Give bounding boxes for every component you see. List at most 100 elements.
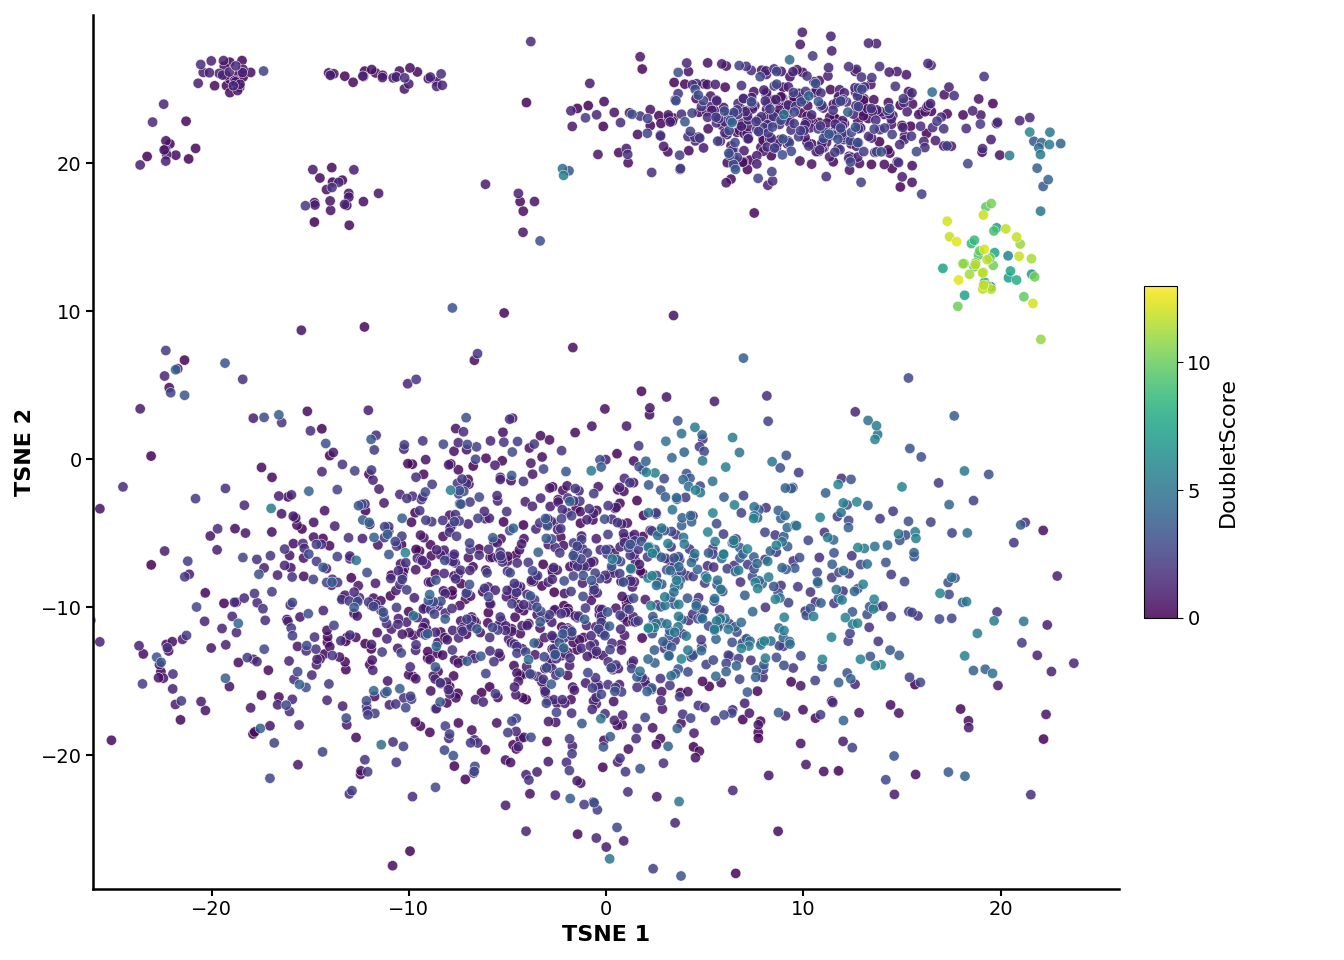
Point [777,104,798,119]
Point [828,564,849,580]
Point [535,661,556,677]
Point [298,546,320,562]
Point [445,690,466,706]
Point [680,124,702,139]
Point [723,156,745,172]
Point [355,636,376,652]
Point [484,534,505,549]
Point [452,624,473,639]
Point [638,539,660,554]
Point [457,550,478,565]
Point [515,494,536,510]
Point [766,650,788,665]
Point [833,85,855,101]
Point [938,497,960,513]
Point [439,686,461,702]
Point [558,605,579,620]
Point [399,688,421,704]
Point [758,111,780,127]
Point [527,607,548,622]
Point [538,537,559,552]
Point [806,83,828,98]
Point [530,614,551,630]
Point [753,132,774,148]
Point [737,162,758,178]
Point [788,579,809,594]
Point [620,475,641,491]
Point [980,132,1001,147]
Point [398,76,419,91]
Point [973,242,995,257]
Point [544,602,566,617]
Point [605,658,626,673]
Point [724,135,746,151]
Point [396,491,418,506]
Point [770,511,792,526]
Point [343,162,364,178]
Point [450,613,472,629]
Point [226,625,247,640]
Point [616,141,637,156]
Point [564,551,586,566]
Point [211,621,233,636]
Point [566,773,587,788]
Point [406,610,427,625]
Y-axis label: TSNE 2: TSNE 2 [15,408,35,495]
Point [829,93,851,108]
Point [571,575,593,590]
Point [749,573,770,588]
Point [1030,332,1051,348]
Point [853,91,875,107]
Point [755,651,777,666]
Point [430,675,452,690]
Point [699,679,720,694]
Point [871,105,892,120]
Point [489,544,511,560]
Point [286,517,308,533]
Point [761,148,782,163]
Point [482,530,504,545]
Point [605,501,626,516]
Point [660,589,681,605]
Point [336,710,358,726]
Point [753,661,774,677]
Point [980,251,1001,266]
Point [734,696,755,711]
Point [379,588,401,604]
Point [637,110,659,126]
Point [750,69,771,84]
Point [929,612,950,627]
Point [848,135,870,151]
Point [812,135,833,151]
Point [857,110,879,126]
Point [585,565,606,581]
Point [405,505,426,520]
Point [520,572,542,588]
Point [366,427,387,443]
Point [714,546,735,562]
Point [788,85,809,101]
Point [306,652,328,667]
Point [456,410,477,425]
Point [512,473,534,489]
Point [825,582,847,597]
Point [941,569,962,585]
Point [965,255,986,271]
Point [837,105,859,120]
Point [503,737,524,753]
Point [677,612,699,628]
Point [543,515,564,530]
Point [179,566,200,582]
Point [757,388,778,403]
Point [758,131,780,146]
Point [614,530,636,545]
Point [883,786,905,802]
Point [316,692,337,708]
Point [391,572,413,588]
Point [847,615,868,631]
Point [735,59,757,74]
Point [759,543,781,559]
Point [948,299,969,314]
Point [214,595,235,611]
Point [863,591,884,607]
